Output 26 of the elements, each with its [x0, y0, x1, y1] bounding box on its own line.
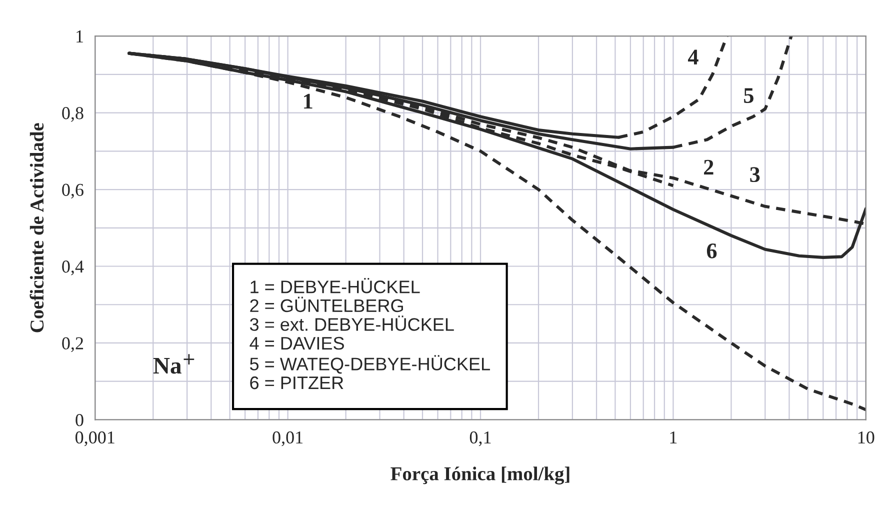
x-tick-label: 10 [858, 431, 874, 444]
annotation: 4 [688, 50, 698, 64]
annotation: 3 [750, 167, 760, 182]
annotation: 3 = ext. DEBYE-HÜCKEL [250, 316, 454, 331]
y-tick-label: 0 [76, 414, 84, 426]
x-tick-label: 1 [670, 431, 677, 444]
annotation: 6 [706, 243, 717, 258]
annotation: 2 = GÜNTELBERG [250, 296, 403, 312]
annotation: 5 [744, 88, 754, 103]
x-tick-label: 0,001 [76, 431, 114, 446]
annotation: 6 = PITZER [250, 376, 344, 390]
x-axis-title: Força Iónica [mol/kg] [390, 466, 570, 484]
y-tick-label: 0,6 [62, 184, 84, 199]
y-tick-label: 1 [76, 30, 83, 42]
x-tick-label: 0,01 [272, 431, 303, 446]
annotation: 2 [704, 160, 714, 175]
x-tick-label: 0,1 [470, 431, 491, 446]
y-tick-label: 0,8 [62, 107, 84, 122]
annotation: 4 = DAVIES [250, 336, 344, 350]
y-tick-label: 0,4 [62, 260, 84, 276]
y-axis-title: Coeficiente de Actividade [30, 123, 44, 332]
annotation: 5 = WATEQ-DEBYE-HÜCKEL [250, 355, 490, 374]
annotation: 1 = DEBYE-HÜCKEL [250, 278, 420, 294]
annotation: 1 [304, 94, 312, 109]
y-tick-label: 0,2 [62, 337, 84, 352]
annotation: Na$^{+}$ [153, 354, 194, 374]
